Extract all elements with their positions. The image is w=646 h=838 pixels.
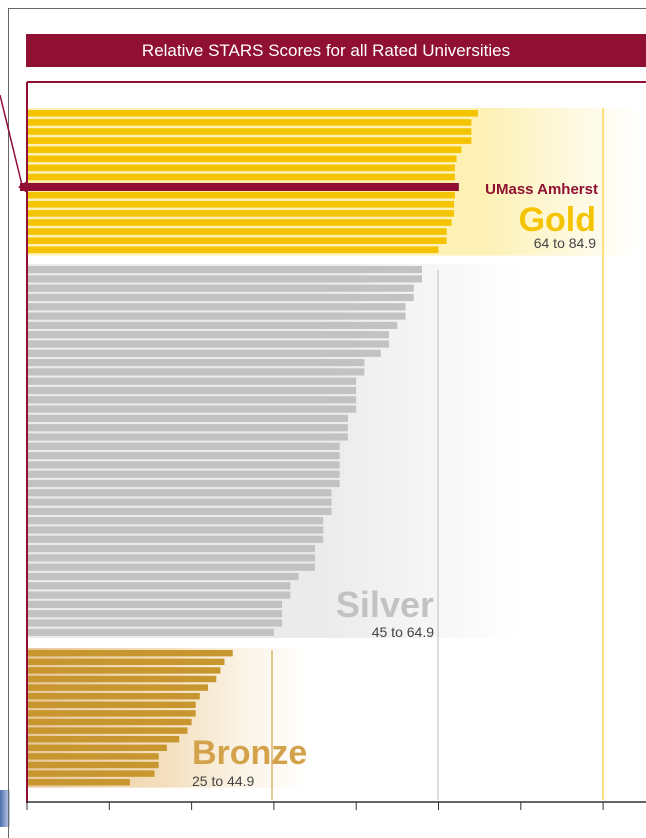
bar-silver bbox=[27, 498, 332, 506]
bar-gold bbox=[27, 137, 472, 144]
highlight-arrowhead bbox=[18, 181, 27, 193]
bar-silver bbox=[27, 591, 291, 599]
bar-bronze bbox=[27, 761, 159, 769]
bar-gold bbox=[27, 146, 462, 153]
bar-silver bbox=[27, 359, 365, 367]
bar-silver bbox=[27, 526, 324, 534]
tier-name-label: Gold bbox=[519, 201, 596, 239]
bar-bronze bbox=[27, 770, 155, 777]
bar-bronze bbox=[27, 684, 209, 691]
bar-silver bbox=[27, 582, 291, 590]
tier-band-silver bbox=[27, 264, 520, 638]
highlight-bar bbox=[20, 183, 459, 191]
bar-bronze bbox=[27, 658, 225, 665]
bar-bronze bbox=[27, 744, 167, 751]
bar-silver bbox=[27, 284, 414, 292]
bar-silver bbox=[27, 386, 357, 395]
bar-silver bbox=[27, 600, 283, 608]
bar-gold bbox=[27, 237, 447, 244]
figure-frame bbox=[8, 8, 646, 838]
bar-silver bbox=[27, 331, 390, 339]
bar-silver bbox=[27, 489, 332, 497]
bar-bronze bbox=[27, 753, 159, 760]
tier-name-label: Silver bbox=[336, 584, 434, 625]
highlight-label: UMass Amherst bbox=[485, 181, 598, 198]
bar-bronze bbox=[27, 718, 192, 726]
bar-silver bbox=[27, 554, 315, 562]
bar-silver bbox=[27, 545, 315, 553]
bar-silver bbox=[27, 340, 390, 348]
bar-bronze bbox=[27, 736, 180, 743]
chart-title: Relative STARS Scores for all Rated Univ… bbox=[26, 34, 646, 67]
blue-edge-strip bbox=[0, 790, 10, 827]
bar-bronze bbox=[27, 727, 188, 734]
bar-bronze bbox=[27, 675, 217, 683]
highlight-pointer-line bbox=[0, 94, 23, 186]
bar-gold bbox=[27, 155, 457, 163]
bar-bronze bbox=[27, 779, 130, 786]
bar-gold bbox=[27, 110, 478, 117]
bar-silver bbox=[27, 424, 348, 432]
bar-silver bbox=[27, 461, 340, 469]
bar-gold bbox=[27, 119, 472, 126]
bar-silver bbox=[27, 452, 340, 460]
bar-gold bbox=[27, 201, 455, 208]
bar-silver bbox=[27, 321, 398, 329]
bar-gold bbox=[27, 219, 452, 226]
bar-silver bbox=[27, 442, 340, 450]
bar-silver bbox=[27, 368, 365, 376]
bar-silver bbox=[27, 572, 299, 581]
bar-silver bbox=[27, 405, 357, 413]
bar-gold bbox=[27, 164, 455, 172]
bar-silver bbox=[27, 535, 324, 543]
bar-silver bbox=[27, 470, 340, 478]
bar-silver bbox=[27, 293, 414, 302]
bar-gold bbox=[27, 128, 472, 135]
bar-silver bbox=[27, 619, 283, 627]
bar-silver bbox=[27, 275, 422, 283]
tier-name-label: Bronze bbox=[192, 734, 307, 772]
bar-silver bbox=[27, 479, 340, 488]
tier-range-label: 25 to 44.9 bbox=[192, 773, 254, 789]
bar-gold bbox=[27, 246, 439, 254]
bar-silver bbox=[27, 414, 348, 422]
bar-gold bbox=[27, 210, 455, 217]
bar-silver bbox=[27, 312, 406, 320]
bar-silver bbox=[27, 266, 422, 274]
bar-silver bbox=[27, 396, 357, 404]
bar-bronze bbox=[27, 667, 221, 674]
bar-silver bbox=[27, 377, 357, 385]
bar-bronze bbox=[27, 650, 233, 657]
bar-silver bbox=[27, 563, 315, 571]
bar-silver bbox=[27, 628, 274, 636]
tier-range-label: 45 to 64.9 bbox=[372, 624, 434, 640]
bar-silver bbox=[27, 349, 381, 357]
bar-silver bbox=[27, 507, 332, 515]
bar-gold bbox=[27, 228, 447, 235]
bar-silver bbox=[27, 303, 406, 311]
bar-bronze bbox=[27, 693, 200, 700]
bar-bronze bbox=[27, 701, 196, 708]
bar-bronze bbox=[27, 710, 196, 717]
bar-gold bbox=[27, 173, 455, 181]
bar-silver bbox=[27, 517, 324, 525]
bar-silver bbox=[27, 610, 283, 618]
bar-gold bbox=[27, 191, 455, 199]
tier-range-label: 64 to 84.9 bbox=[534, 235, 596, 251]
bar-silver bbox=[27, 433, 348, 441]
